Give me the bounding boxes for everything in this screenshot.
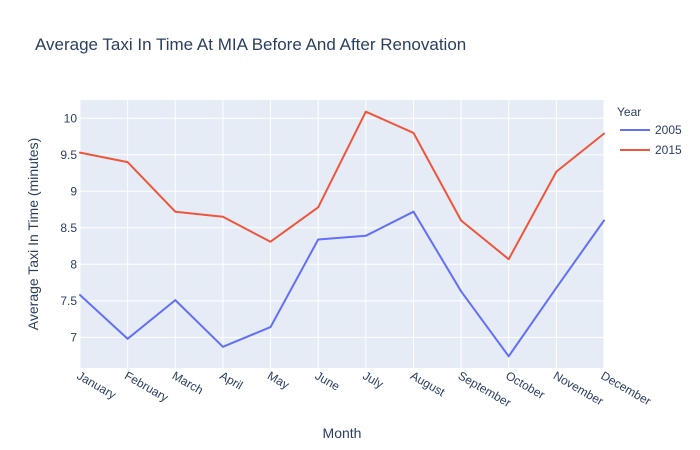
- y-tick-label: 8: [70, 257, 77, 271]
- y-axis-ticks: 7 7.5 8 8.5 9 9.5 10: [60, 111, 77, 344]
- y-tick-label: 7: [70, 330, 77, 344]
- chart-title: Average Taxi In Time At MIA Before And A…: [35, 35, 466, 54]
- series-line-2005: [79, 210, 605, 358]
- legend: Year 2005 2015: [617, 105, 682, 157]
- legend-label-2005: 2005: [655, 123, 682, 137]
- plot-area: [80, 100, 604, 368]
- y-tick-label: 8.5: [60, 221, 77, 235]
- y-tick-label: 9.5: [60, 148, 77, 162]
- y-axis-label: Average Taxi In Time (minutes): [25, 138, 41, 330]
- grid: [79, 100, 605, 368]
- y-tick-label: 9: [70, 184, 77, 198]
- x-axis-label: Month: [323, 425, 362, 441]
- series-lines: [79, 110, 605, 358]
- y-tick-label: 7.5: [60, 294, 77, 308]
- legend-label-2015: 2015: [655, 143, 682, 157]
- y-tick-label: 10: [64, 111, 78, 125]
- series-line-2015: [79, 110, 605, 261]
- legend-title: Year: [617, 105, 641, 119]
